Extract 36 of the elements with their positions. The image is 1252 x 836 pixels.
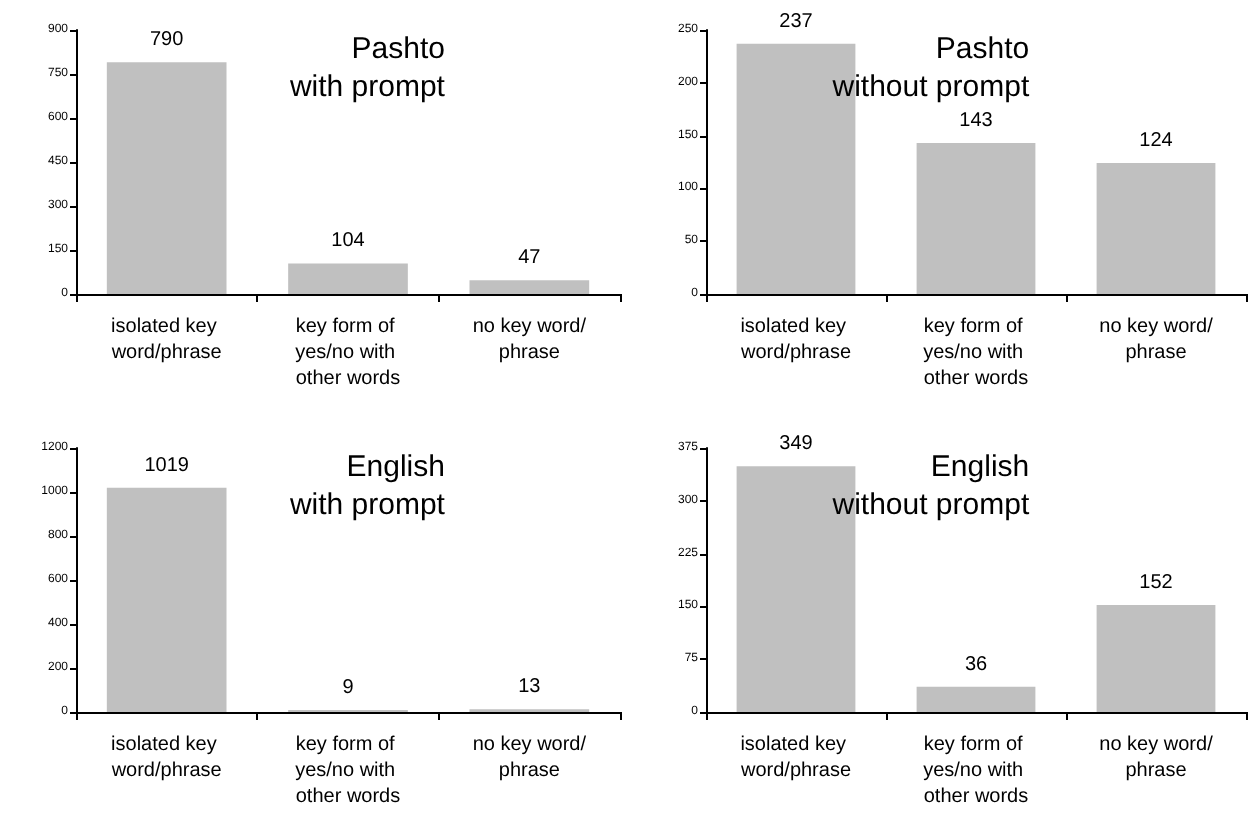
bar [106, 487, 227, 712]
bar [916, 142, 1036, 294]
x-tick-label: no key word/phrase [1099, 316, 1214, 364]
bar [1096, 604, 1216, 712]
text: Pashto with prompt [287, 32, 447, 104]
x-tick-label: no key word/phrase [1099, 734, 1214, 782]
data-label: 9 [342, 677, 355, 700]
text: English without prompt [830, 450, 1031, 522]
x-tick-label: key form of yes/no with other words [295, 316, 401, 390]
text: English with prompt [287, 450, 447, 522]
x-tick-label: key form of yes/no with other words [923, 734, 1029, 808]
x-tick-label: no key word/phrase [472, 316, 587, 364]
data-label: 143 [959, 109, 994, 132]
data-label: 124 [1139, 130, 1174, 153]
bar [288, 263, 408, 294]
bar [469, 280, 590, 294]
x-tick-label: isolated key word/phrase [738, 316, 852, 364]
data-label: 349 [779, 433, 814, 456]
data-label: 152 [1139, 571, 1174, 594]
data-label: 104 [331, 230, 366, 253]
data-label: 47 [518, 247, 542, 270]
data-label: 790 [149, 29, 185, 52]
x-tick-label: isolated key word/phrase [109, 316, 223, 364]
data-label: 36 [964, 653, 988, 676]
data-label: 13 [518, 676, 542, 699]
data-label: 237 [779, 10, 814, 33]
text: Pashto without prompt [830, 32, 1031, 104]
x-tick-label: key form of yes/no with other words [923, 316, 1029, 390]
x-tick-label: isolated key word/phrase [109, 734, 223, 782]
x-tick-label: no key word/phrase [472, 734, 587, 782]
x-tick-label: isolated key word/phrase [738, 734, 852, 782]
bar [106, 62, 227, 294]
bar [1096, 163, 1216, 294]
data-label: 1019 [144, 454, 190, 477]
x-tick-label: key form of yes/no with other words [295, 734, 401, 808]
bar [916, 686, 1036, 712]
